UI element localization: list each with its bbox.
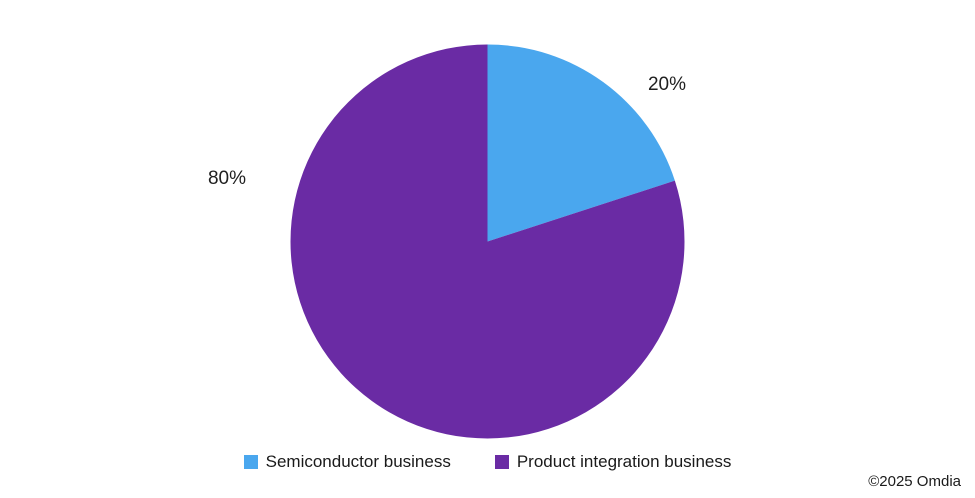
pie-slice-product-integration-business xyxy=(290,44,685,439)
legend-label: Semiconductor business xyxy=(265,452,451,471)
copyright-text: ©2025 Omdia xyxy=(868,473,961,490)
slice-value-label-semiconductor: 20% xyxy=(647,74,687,95)
legend: Semiconductor business Product integratio… xyxy=(0,452,975,472)
legend-swatch-icon xyxy=(494,455,509,469)
legend-swatch-icon xyxy=(243,455,258,469)
slice-value-label-product-integration: 80% xyxy=(207,168,247,189)
pie-slice-semiconductor-business xyxy=(487,44,675,242)
legend-label: Product integration business xyxy=(516,452,732,471)
legend-item-semiconductor-business: Semiconductor business xyxy=(243,452,451,472)
legend-item-product-integration-business: Product integration business xyxy=(494,452,732,472)
